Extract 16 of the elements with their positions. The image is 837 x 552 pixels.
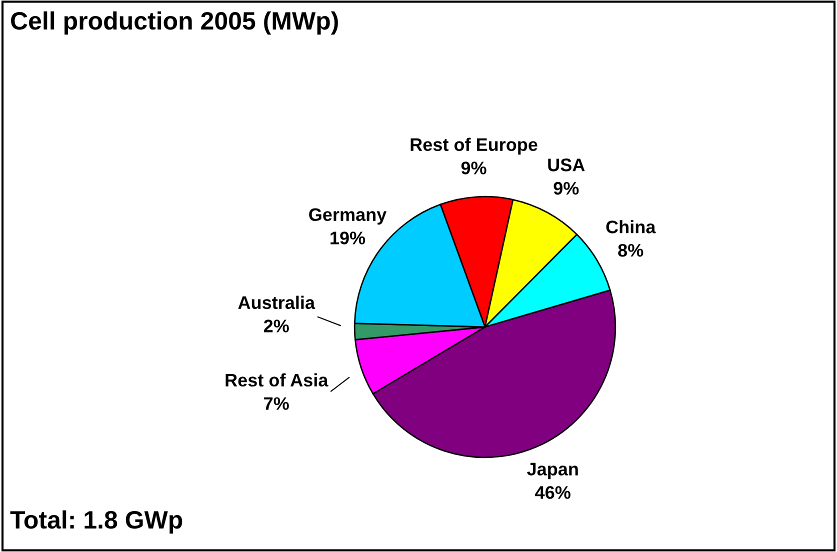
- data-label: 2%: [264, 320, 289, 332]
- chart-title: Cell production 2005 (MWp): [11, 11, 338, 35]
- slice-label: Rest of Asia: [226, 373, 328, 387]
- data-label: 7%: [264, 397, 289, 410]
- data-label: 9%: [461, 162, 486, 174]
- slice-label: Australia: [238, 296, 316, 310]
- data-label: 9%: [554, 182, 579, 195]
- data-label: 46%: [535, 486, 570, 499]
- text: Total: 1.8 GWp: [10, 510, 182, 534]
- data-label: 8%: [618, 244, 644, 257]
- slice-label: Rest of Europe: [410, 138, 538, 155]
- slice-label: Germany: [309, 208, 387, 225]
- data-label: 19%: [330, 232, 366, 244]
- slice-label: Japan: [527, 462, 578, 480]
- slice-label: China: [606, 220, 656, 234]
- slice-label: USA: [548, 158, 585, 172]
